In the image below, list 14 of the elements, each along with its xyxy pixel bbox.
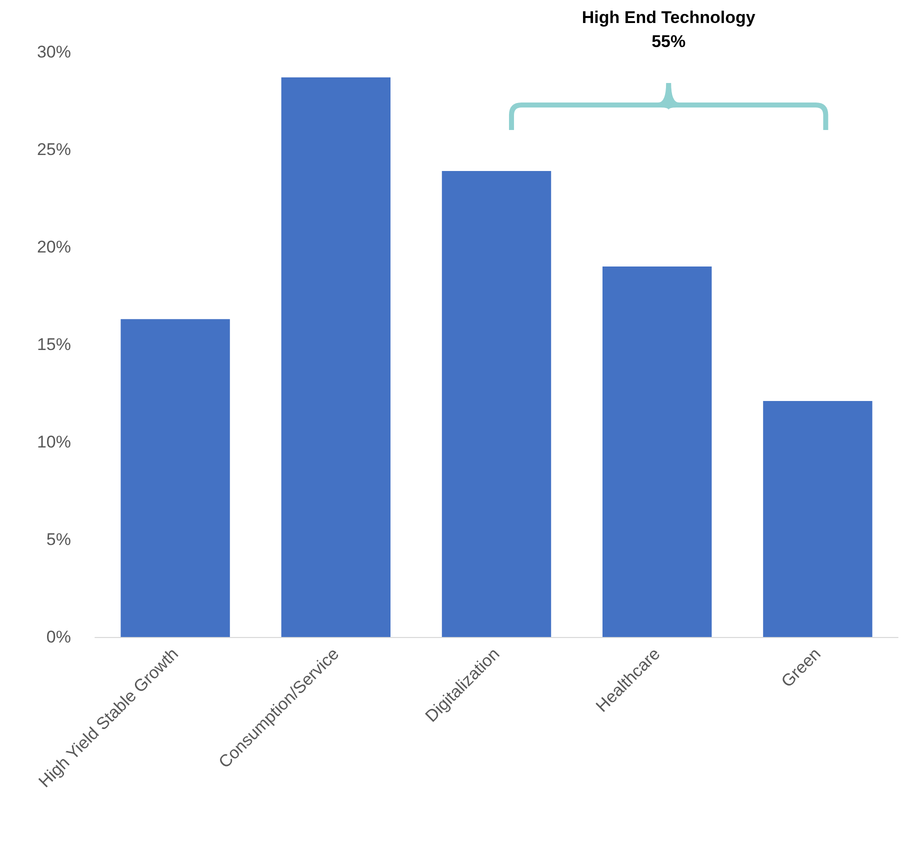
bar [281,77,391,637]
y-tick-label: 20% [36,238,71,256]
bar [120,319,230,637]
y-tick-label: 25% [36,140,71,159]
y-tick-label: 15% [36,335,71,354]
y-tick-label: 0% [46,628,71,646]
bar [763,401,872,637]
bar [602,266,712,637]
text: High End Technology [582,7,756,29]
y-tick-label: 5% [46,530,71,549]
y-tick-label: 30% [36,42,71,62]
bar [442,170,552,637]
text: 55% [650,31,687,53]
y-tick-label: 10% [36,432,71,452]
